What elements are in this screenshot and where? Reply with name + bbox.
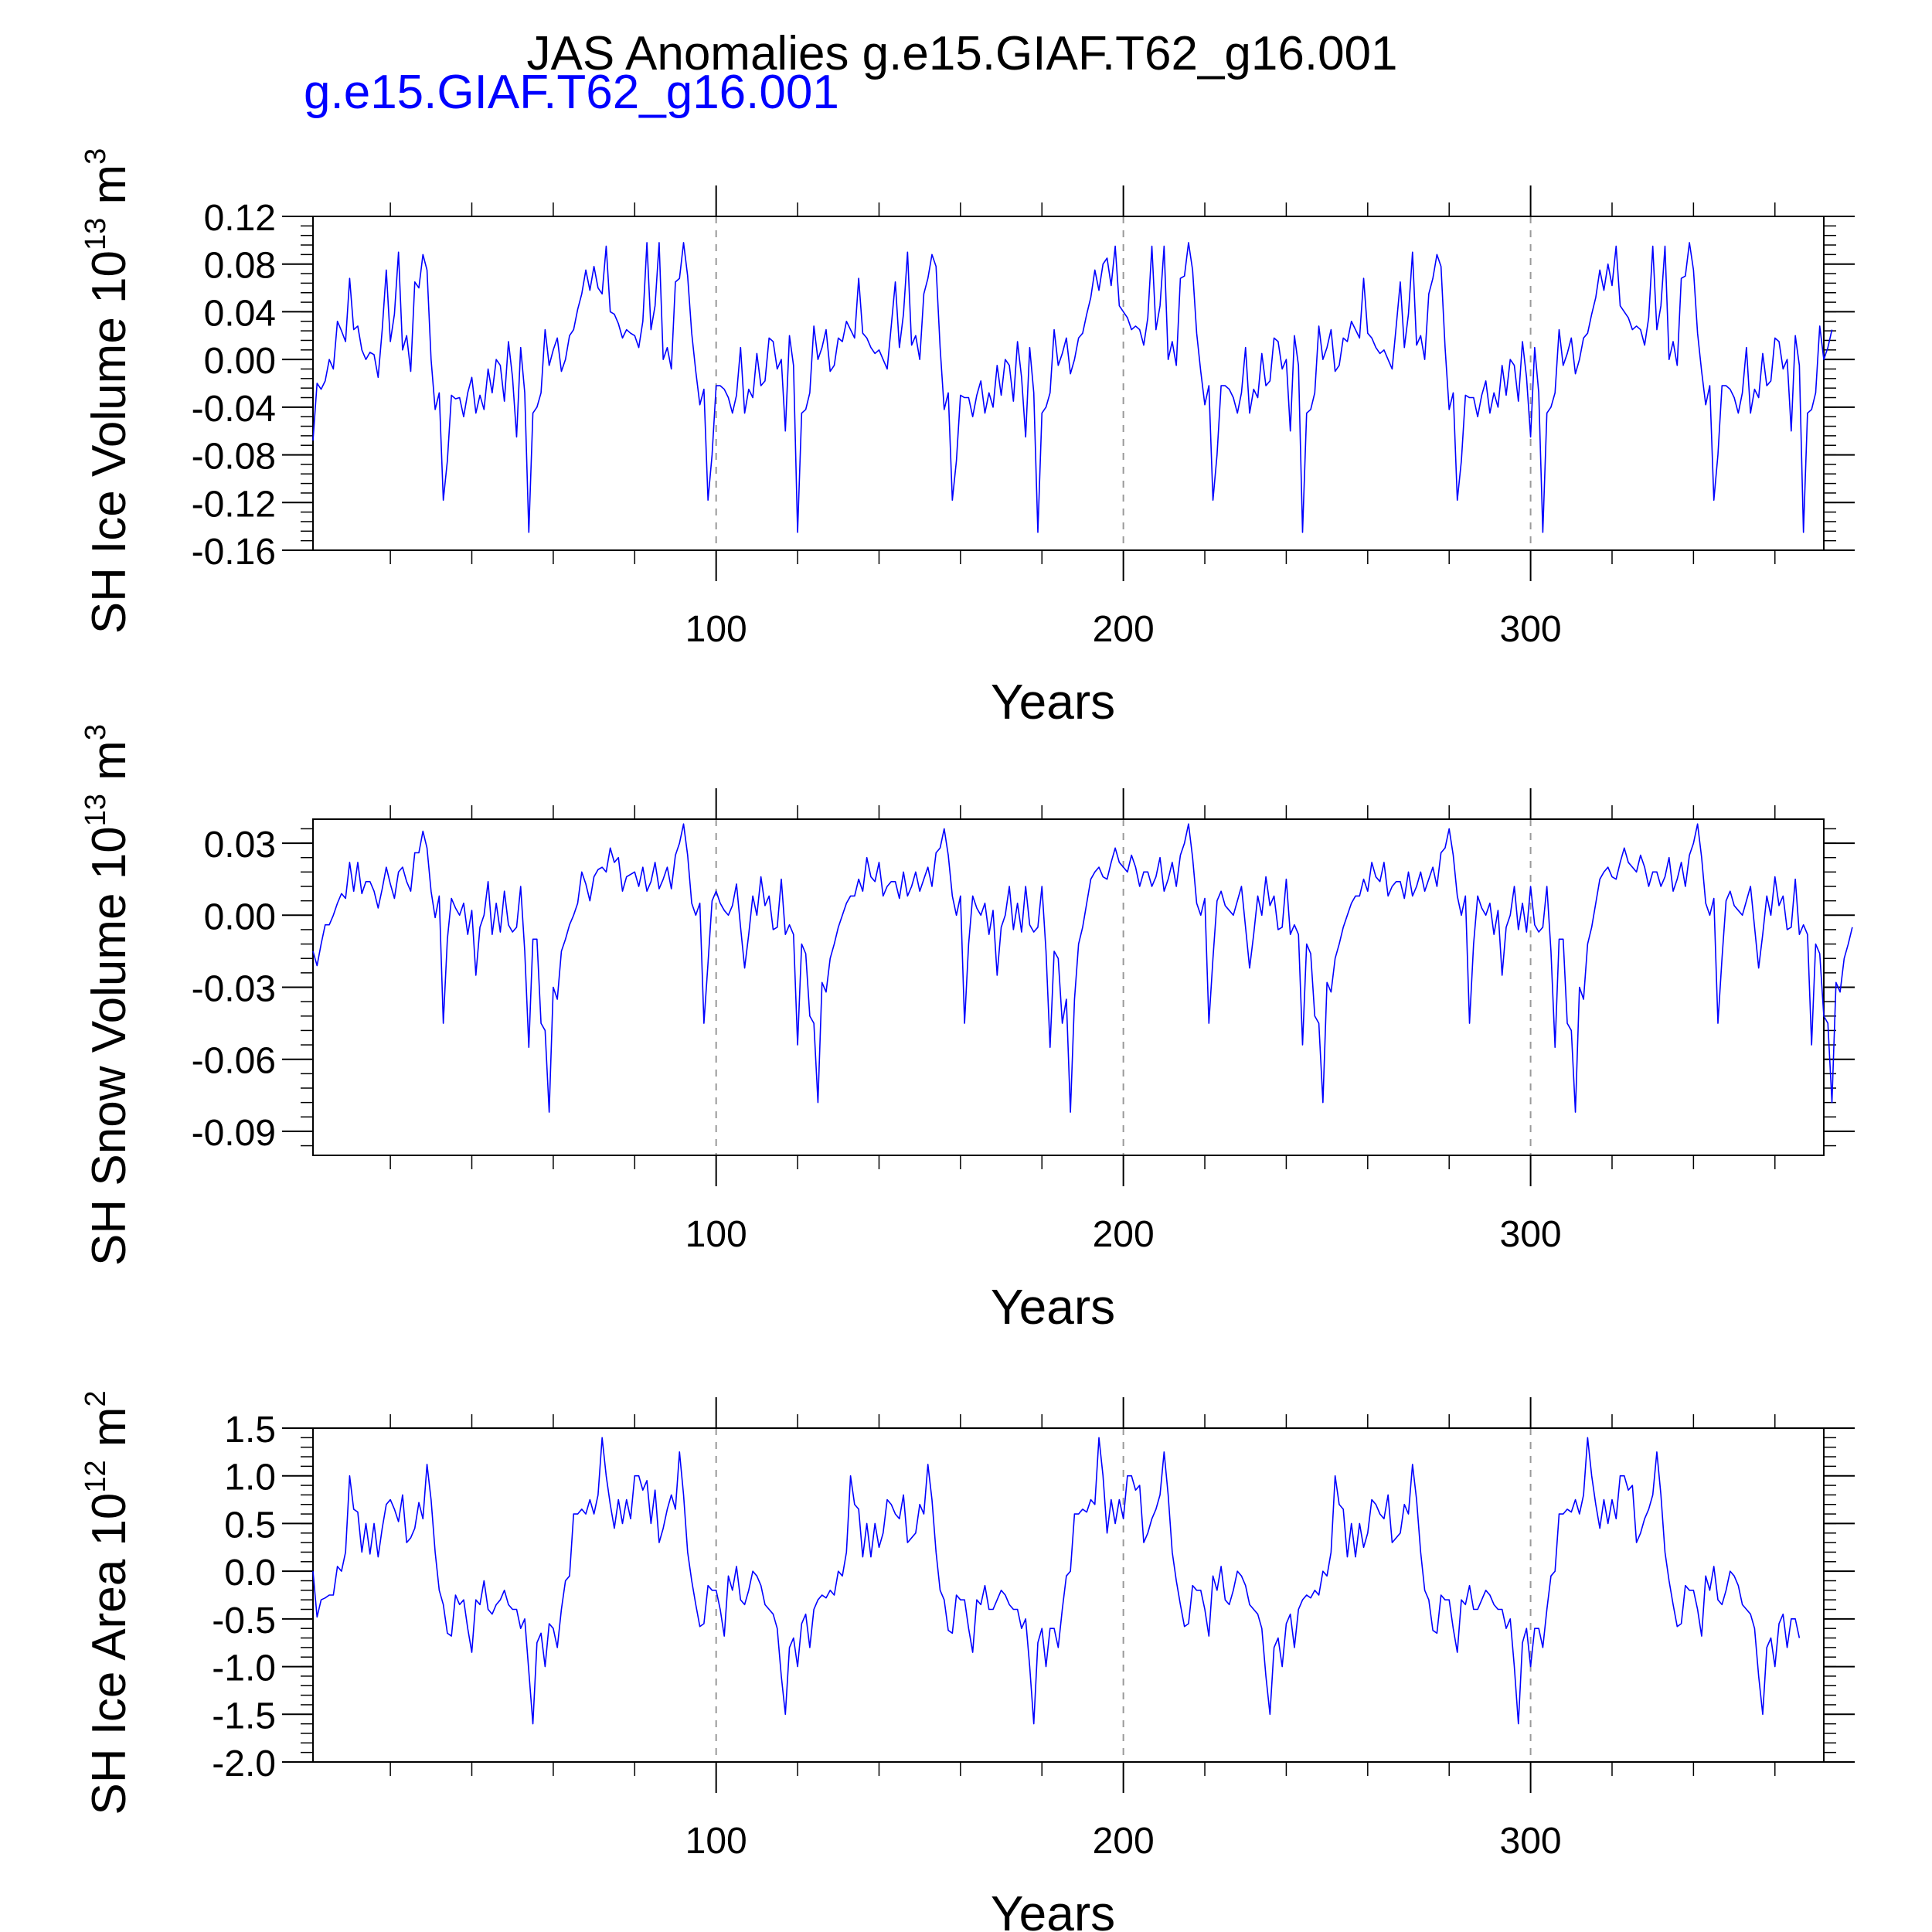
y-axis-label-superscript: 2 xyxy=(80,1390,112,1406)
plot-frame xyxy=(312,1427,1825,1763)
y-tick-label: -2.0 xyxy=(212,1743,276,1784)
y-axis-label-text: SH Snow Volume 10 xyxy=(83,826,136,1266)
y-tick-label: -0.03 xyxy=(192,969,276,1010)
y-axis-label-superscript: 13 xyxy=(80,218,112,250)
panel-snow-volume: -0.09 -0.06 -0.03 0.00 0.03 100 200 300 Years SH … xyxy=(80,724,1855,1335)
y-axis-label: SH Snow Volume 1013 m3 xyxy=(80,724,136,1266)
y-tick-label: -0.04 xyxy=(192,389,276,430)
x-tick-label: 300 xyxy=(1500,1821,1562,1862)
y-tick-label: -0.12 xyxy=(192,484,276,525)
series-line xyxy=(312,1437,1801,1725)
series-line xyxy=(312,242,1833,533)
y-tick-label: 0.5 xyxy=(224,1505,276,1546)
y-axis-label-unit: m xyxy=(83,1406,136,1460)
y-tick-label: 1.0 xyxy=(224,1458,276,1498)
y-tick-label: 0.03 xyxy=(204,825,276,866)
y-tick-label: 0.00 xyxy=(204,341,276,382)
y-tick-label: 0.08 xyxy=(204,246,276,287)
series-legend-label: g.e15.GIAF.T62_g16.001 xyxy=(304,66,839,119)
y-axis-label-superscript: 3 xyxy=(80,148,112,165)
y-tick-label: -0.06 xyxy=(192,1041,276,1082)
figure-title: JAS Anomalies g.e15.GIAF.T62_g16.001 xyxy=(526,27,1397,80)
y-axis-label-text: SH Ice Area 10 xyxy=(83,1493,136,1815)
y-tick-label: 1.5 xyxy=(224,1410,276,1451)
x-tick-label: 200 xyxy=(1093,1214,1155,1255)
x-tick-label: 300 xyxy=(1500,1214,1562,1255)
y-axis-label-superscript: 3 xyxy=(80,724,112,740)
y-axis-label-superscript: 13 xyxy=(80,794,112,826)
plot-frame xyxy=(312,818,1825,1156)
y-tick-label: -0.09 xyxy=(192,1113,276,1154)
y-tick-label: -1.0 xyxy=(212,1648,276,1689)
y-tick-label: 0.04 xyxy=(204,293,276,334)
y-axis-label-text: SH Ice Volume 10 xyxy=(83,250,136,634)
y-axis-label-unit: m xyxy=(83,165,136,218)
series-line xyxy=(312,823,1853,1113)
panel-ice-volume: -0.16 -0.12 -0.08 -0.04 0.00 0.04 0.08 0.12 100 2… xyxy=(80,148,1855,730)
y-tick-label: 0.0 xyxy=(224,1553,276,1594)
y-axis-label-unit: m xyxy=(83,740,136,794)
y-tick-label: -0.16 xyxy=(192,532,276,573)
x-axis-label: Years xyxy=(991,1279,1115,1335)
x-tick-label: 100 xyxy=(685,1214,747,1255)
y-tick-label: -1.5 xyxy=(212,1696,276,1736)
x-axis-label: Years xyxy=(991,674,1115,730)
x-tick-label: 100 xyxy=(685,1821,747,1862)
x-tick-label: 200 xyxy=(1093,1821,1155,1862)
y-axis-label-superscript: 12 xyxy=(80,1460,112,1492)
x-tick-label: 100 xyxy=(685,609,747,650)
x-tick-label: 300 xyxy=(1500,609,1562,650)
x-axis-label: Years xyxy=(991,1886,1115,1932)
y-tick-label: 0.00 xyxy=(204,896,276,937)
y-axis-label: SH Ice Volume 1013 m3 xyxy=(80,148,136,634)
y-axis-label: SH Ice Area 1012 m2 xyxy=(80,1390,136,1815)
panel-ice-area: -2.0 -1.5 -1.0 -0.5 0.0 0.5 1.0 1.5 100 200 300 Yea… xyxy=(80,1390,1855,1932)
y-tick-label: 0.12 xyxy=(204,198,276,239)
y-tick-label: -0.5 xyxy=(212,1600,276,1641)
x-tick-label: 200 xyxy=(1093,609,1155,650)
plot-frame xyxy=(312,216,1825,551)
y-tick-label: -0.08 xyxy=(192,437,276,478)
